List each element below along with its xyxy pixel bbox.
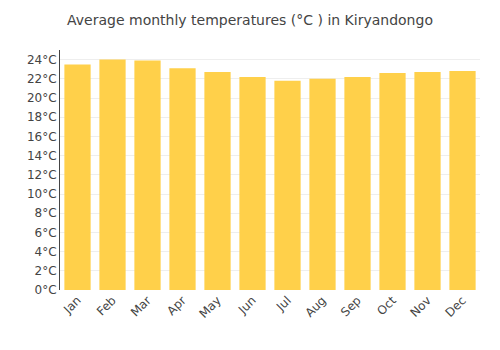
svg-text:Mar: Mar <box>128 293 154 319</box>
svg-text:4°C: 4°C <box>35 245 57 259</box>
svg-text:Oct: Oct <box>374 293 399 318</box>
svg-text:16°C: 16°C <box>27 130 57 144</box>
svg-text:0°C: 0°C <box>35 283 57 297</box>
svg-text:Sep: Sep <box>338 293 364 319</box>
svg-text:18°C: 18°C <box>27 110 57 124</box>
svg-text:Jan: Jan <box>60 293 84 317</box>
svg-text:Aug: Aug <box>302 293 328 319</box>
svg-text:14°C: 14°C <box>27 149 57 163</box>
svg-text:12°C: 12°C <box>27 168 57 182</box>
svg-text:10°C: 10°C <box>27 187 57 201</box>
svg-text:8°C: 8°C <box>35 206 57 220</box>
svg-text:Feb: Feb <box>94 293 119 318</box>
svg-text:May: May <box>196 293 223 320</box>
svg-text:24°C: 24°C <box>27 53 57 67</box>
svg-text:Nov: Nov <box>407 293 433 319</box>
svg-text:20°C: 20°C <box>27 91 57 105</box>
svg-text:Apr: Apr <box>164 293 189 318</box>
svg-text:Average monthly temperatures (: Average monthly temperatures (°C ) in Ki… <box>67 12 433 28</box>
svg-text:Dec: Dec <box>443 293 469 319</box>
svg-text:2°C: 2°C <box>35 264 57 278</box>
svg-text:Jul: Jul <box>273 293 294 314</box>
svg-text:6°C: 6°C <box>35 226 57 240</box>
svg-text:Jun: Jun <box>235 293 259 317</box>
svg-text:22°C: 22°C <box>27 72 57 86</box>
